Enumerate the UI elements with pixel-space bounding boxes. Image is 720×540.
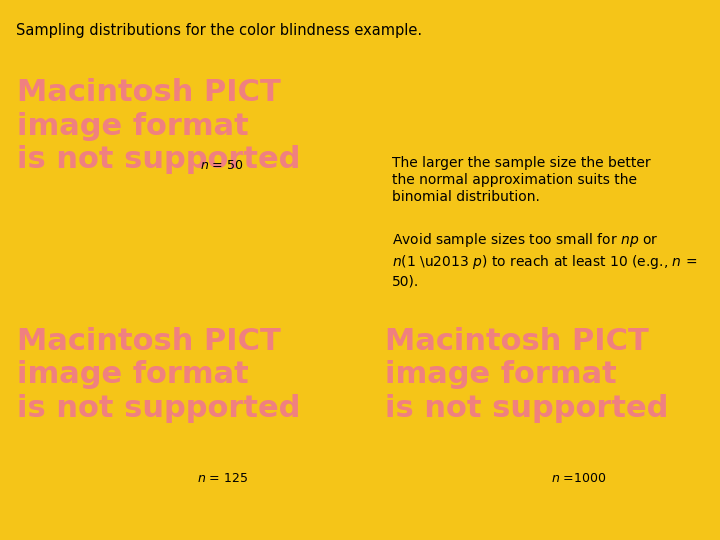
Text: Macintosh PICT
image format
is not supported: Macintosh PICT image format is not suppo…: [385, 327, 668, 423]
Text: $n$ = 50: $n$ = 50: [200, 159, 244, 172]
Text: Avoid sample sizes too small for $\it{np}$ or
$\it{n}$(1 \u2013 $\it{p}$) to rea: Avoid sample sizes too small for $\it{np…: [392, 231, 697, 288]
Text: $n$ = 125: $n$ = 125: [197, 472, 248, 485]
Text: Sampling distributions for the color blindness example.: Sampling distributions for the color bli…: [17, 23, 423, 38]
Text: $n$ =1000: $n$ =1000: [551, 472, 606, 485]
Text: Macintosh PICT
image format
is not supported: Macintosh PICT image format is not suppo…: [17, 78, 300, 174]
Text: Macintosh PICT
image format
is not supported: Macintosh PICT image format is not suppo…: [17, 327, 300, 423]
Text: The larger the sample size the better
the normal approximation suits the
binomia: The larger the sample size the better th…: [392, 156, 651, 205]
